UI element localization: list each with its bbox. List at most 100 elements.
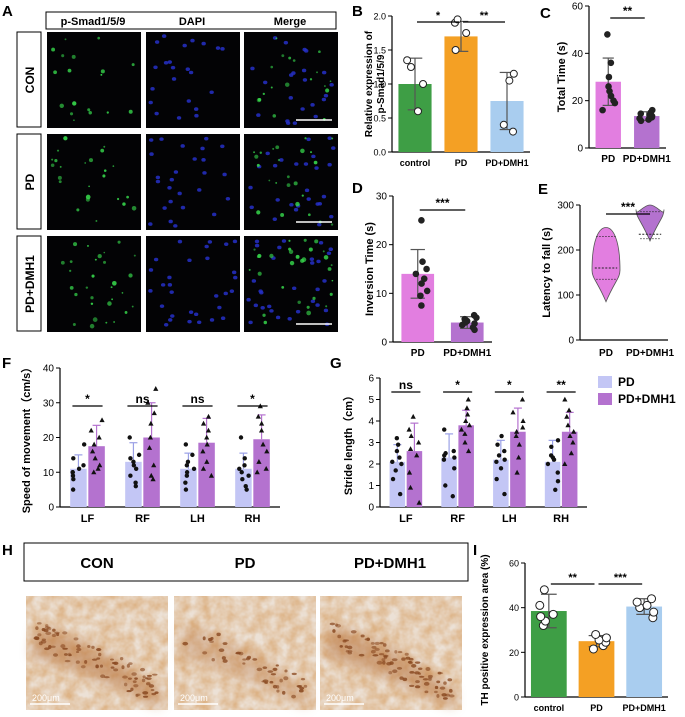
y-tick-label: 100: [557, 291, 574, 302]
bar-lf-pddmh1: [88, 446, 105, 507]
th-neuron: [370, 649, 376, 654]
psmad-signal: [73, 119, 75, 121]
dapi-nucleus: [265, 151, 270, 156]
data-point: [242, 463, 247, 468]
channel-label-psmad: p-Smad1/5/9: [61, 16, 126, 28]
psmad-signal: [131, 63, 135, 67]
dapi-nucleus: [272, 163, 278, 168]
dapi-nucleus: [310, 103, 315, 107]
th-neuron: [382, 643, 387, 647]
th-neuron: [60, 644, 66, 649]
dapi-nucleus: [190, 38, 195, 43]
data-point: [502, 457, 507, 462]
th-neuron: [209, 640, 214, 643]
th-neuron: [87, 644, 91, 649]
y-tick-label: 40: [572, 49, 584, 60]
dapi-nucleus: [327, 162, 332, 167]
th-neuron: [422, 678, 429, 681]
th-neuron: [436, 680, 441, 684]
data-point: [637, 110, 645, 117]
dapi-nucleus: [317, 222, 322, 227]
dapi-nucleus: [329, 214, 334, 219]
significance-label: *: [507, 378, 512, 392]
th-neuron: [436, 694, 440, 698]
data-point: [414, 452, 420, 458]
th-neuron: [52, 653, 59, 657]
dapi-nucleus: [153, 65, 158, 70]
chart-e-latency-violin: 0 100 200 300 Latency to fall (s) PD PD+DMH1 **…: [541, 200, 674, 359]
th-neuron: [128, 677, 132, 680]
psmad-signal: [254, 154, 259, 159]
data-point: [148, 420, 154, 426]
data-point: [395, 442, 401, 447]
th-neuron: [397, 651, 403, 654]
histology-tiles: 200μm 200μm 200μm: [26, 596, 462, 710]
data-point: [204, 441, 210, 447]
dapi-nucleus: [275, 198, 280, 202]
th-neuron: [144, 677, 149, 680]
psmad-signal: [314, 239, 319, 244]
th-neuron: [382, 660, 386, 665]
th-neuron: [123, 682, 128, 687]
y-tick-label: 60: [509, 559, 519, 569]
dapi-nucleus: [294, 162, 299, 166]
data-point: [190, 452, 195, 458]
dapi-nucleus: [220, 316, 226, 321]
dapi-nucleus: [194, 113, 199, 118]
bar-rh-pddmh1: [253, 439, 270, 507]
data-point: [470, 311, 478, 319]
th-neuron: [76, 647, 82, 652]
th-neuron: [76, 644, 81, 649]
psmad-signal: [309, 78, 313, 81]
psmad-signal: [289, 260, 295, 266]
y-axis-title: Relative expression of: [364, 30, 375, 137]
th-neuron: [64, 659, 71, 663]
data-point: [237, 466, 242, 471]
data-point: [244, 487, 249, 492]
th-neuron: [267, 670, 274, 673]
th-neuron: [245, 657, 251, 661]
dapi-nucleus: [209, 318, 215, 322]
data-point: [205, 427, 212, 433]
dapi-nucleus: [327, 136, 332, 140]
dapi-nucleus: [193, 107, 199, 111]
dapi-nucleus: [311, 154, 316, 159]
psmad-signal: [297, 300, 301, 305]
dapi-nucleus: [159, 304, 165, 308]
data-point: [418, 302, 425, 309]
y-tick-label: 10: [376, 289, 388, 300]
data-point: [605, 83, 612, 90]
data-point: [254, 469, 260, 475]
data-point: [133, 480, 138, 485]
data-point: [649, 607, 659, 617]
dapi-nucleus: [224, 242, 229, 246]
psmad-signal: [94, 258, 97, 261]
y-tick-label: 30: [43, 398, 55, 409]
dapi-nucleus: [186, 99, 192, 103]
th-neuron: [360, 634, 365, 638]
data-point: [601, 633, 611, 643]
dapi-nucleus: [207, 240, 213, 244]
data-point: [553, 487, 558, 492]
dapi-nucleus: [201, 158, 206, 162]
y-tick-label: 20: [43, 433, 55, 444]
psmad-signal: [54, 159, 58, 163]
psmad-signal: [322, 250, 325, 253]
legend-label: PD: [618, 375, 635, 389]
psmad-signal: [124, 311, 128, 314]
dapi-nucleus: [185, 67, 191, 71]
data-point: [153, 386, 159, 391]
data-point: [260, 441, 266, 447]
th-neuron: [126, 690, 132, 693]
data-point: [505, 76, 514, 85]
y-tick-label: 1.5: [373, 46, 386, 56]
data-point: [71, 477, 76, 482]
dapi-nucleus: [233, 275, 238, 280]
data-point: [394, 448, 400, 454]
significance-label: **: [480, 10, 489, 22]
psmad-signal: [87, 108, 91, 112]
th-neuron: [372, 654, 379, 657]
psmad-signal: [100, 148, 105, 153]
dapi-nucleus: [163, 322, 169, 327]
bar-lf-pd: [389, 461, 406, 507]
